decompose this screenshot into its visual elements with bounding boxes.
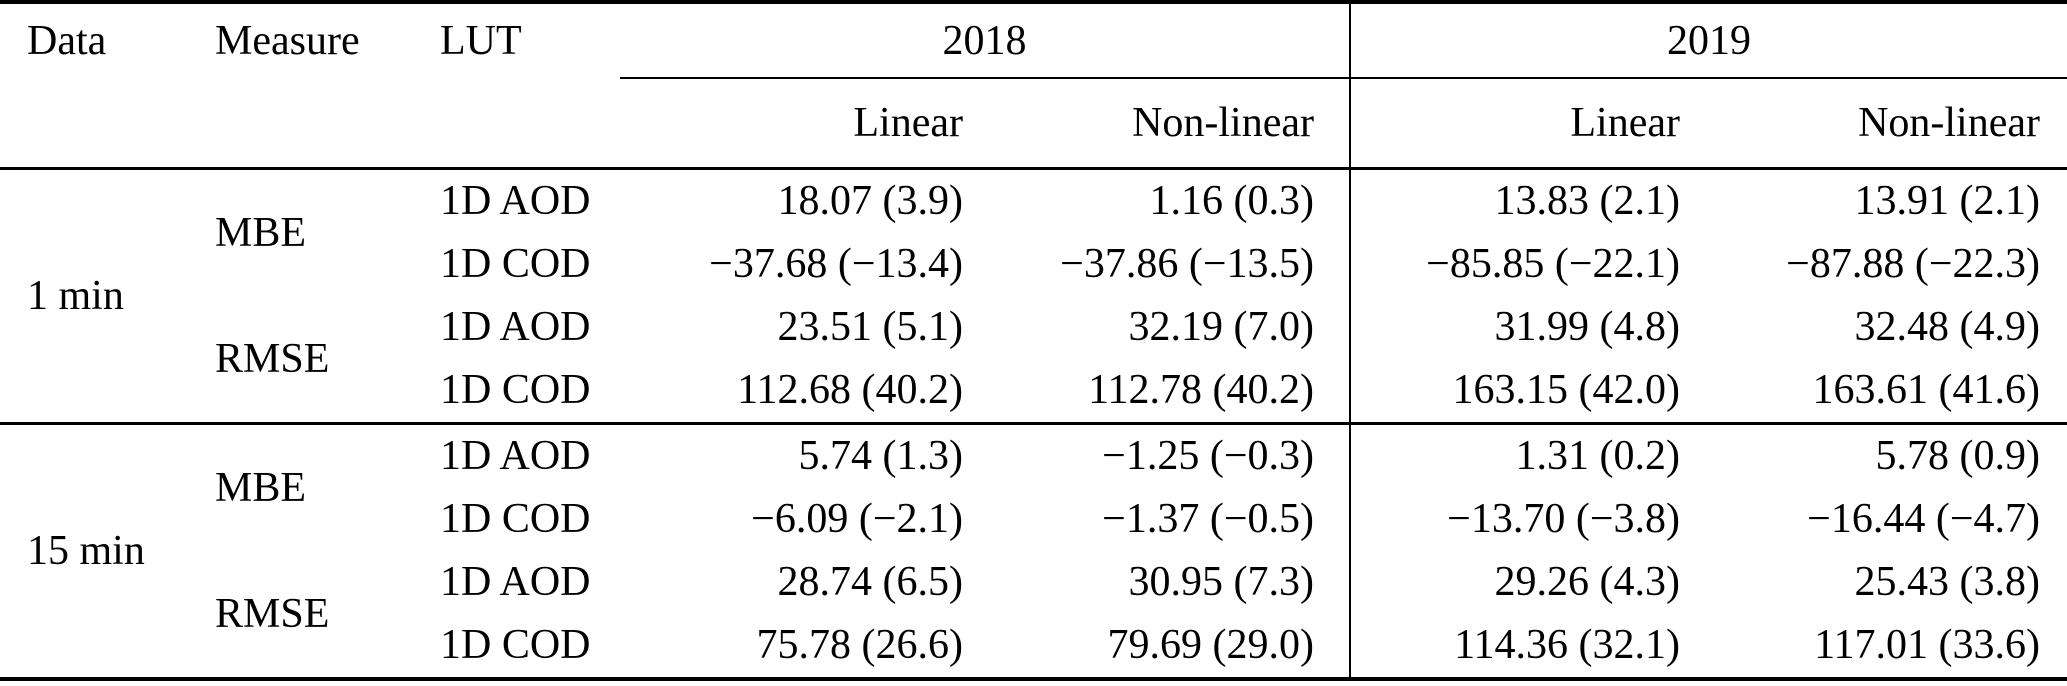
value-2018-nonlinear: 30.95 (7.3) bbox=[978, 550, 1351, 614]
column-header-measure: Measure bbox=[215, 18, 360, 64]
column-header-data: Data bbox=[27, 18, 107, 64]
value-2019-nonlinear: −87.88 (−22.3) bbox=[1786, 241, 2040, 287]
value-2018-nonlinear: 79.69 (29.0) bbox=[978, 613, 1351, 679]
value-2019-nonlinear: 117.01 (33.6) bbox=[1814, 622, 2040, 668]
column-header-lut: LUT bbox=[440, 18, 522, 64]
value-2018-linear: 75.78 (26.6) bbox=[756, 622, 963, 668]
subheader-2018-linear: Linear bbox=[853, 99, 963, 146]
table-row: 1D COD 75.78 (26.6) 79.69 (29.0) 114.36 … bbox=[0, 613, 2067, 679]
value-2019-nonlinear: 163.61 (41.6) bbox=[1812, 367, 2040, 413]
value-2018-nonlinear: −37.86 (−13.5) bbox=[978, 232, 1351, 296]
value-2019-linear: −85.85 (−22.1) bbox=[1426, 241, 1680, 287]
measure-label-mbe: MBE bbox=[215, 209, 307, 256]
value-2019-nonlinear: 25.43 (3.8) bbox=[1854, 559, 2040, 605]
table-row: 1D COD 112.68 (40.2) 112.78 (40.2) 163.1… bbox=[0, 358, 2067, 423]
table-row: RMSE 1D AOD 23.51 (5.1) 32.19 (7.0) 31.9… bbox=[0, 295, 2067, 382]
value-2018-linear: 28.74 (6.5) bbox=[777, 559, 963, 605]
value-2019-nonlinear: 32.48 (4.9) bbox=[1854, 304, 2040, 350]
value-2019-linear: 114.36 (32.1) bbox=[1454, 622, 1680, 668]
lut-label: 1D COD bbox=[440, 622, 591, 668]
table-row: 15 min MBE 1D AOD 5.74 (1.3) −1.25 (−0.3… bbox=[0, 423, 2067, 574]
value-2019-linear: 29.26 (4.3) bbox=[1494, 559, 1680, 605]
table-header: Data Measure LUT 2018 2019 Linear Non-li… bbox=[0, 2, 2067, 168]
value-2019-nonlinear: −16.44 (−4.7) bbox=[1807, 496, 2040, 542]
value-2019-linear: 1.31 (0.2) bbox=[1515, 433, 1680, 479]
year-group-2019: 2019 bbox=[1350, 2, 2067, 79]
value-2018-nonlinear: 32.19 (7.0) bbox=[978, 295, 1351, 359]
value-2018-linear: 23.51 (5.1) bbox=[777, 304, 963, 350]
value-2019-nonlinear: 5.78 (0.9) bbox=[1875, 433, 2040, 479]
value-2018-nonlinear: 1.16 (0.3) bbox=[978, 168, 1351, 233]
value-2018-linear: 112.68 (40.2) bbox=[737, 367, 963, 413]
value-2018-linear: 18.07 (3.9) bbox=[777, 178, 963, 224]
data-label-1min: 1 min bbox=[27, 272, 124, 319]
measure-label-mbe: MBE bbox=[215, 464, 307, 511]
year-group-2018: 2018 bbox=[620, 2, 1351, 79]
value-2018-nonlinear: 112.78 (40.2) bbox=[978, 358, 1351, 423]
value-2019-linear: 13.83 (2.1) bbox=[1494, 178, 1680, 224]
table-row: RMSE 1D AOD 28.74 (6.5) 30.95 (7.3) 29.2… bbox=[0, 550, 2067, 637]
section-1min: 1 min MBE 1D AOD 18.07 (3.9) 1.16 (0.3) … bbox=[0, 168, 2067, 423]
lut-label: 1D AOD bbox=[440, 304, 591, 350]
value-2018-nonlinear: −1.25 (−0.3) bbox=[978, 423, 1351, 488]
value-2019-linear: 31.99 (4.8) bbox=[1494, 304, 1680, 350]
value-2018-nonlinear: −1.37 (−0.5) bbox=[978, 487, 1351, 551]
subheader-2019-linear: Linear bbox=[1570, 99, 1680, 146]
value-2018-linear: −6.09 (−2.1) bbox=[751, 496, 963, 542]
section-15min: 15 min MBE 1D AOD 5.74 (1.3) −1.25 (−0.3… bbox=[0, 423, 2067, 679]
table-row: 1D COD −37.68 (−13.4) −37.86 (−13.5) −85… bbox=[0, 232, 2067, 296]
lut-label: 1D COD bbox=[440, 367, 591, 413]
value-2019-linear: −13.70 (−3.8) bbox=[1447, 496, 1680, 542]
subheader-2018-nonlinear: Non-linear bbox=[978, 78, 1351, 168]
lut-label: 1D AOD bbox=[440, 433, 591, 479]
lut-label: 1D AOD bbox=[440, 178, 591, 224]
lut-label: 1D COD bbox=[440, 496, 591, 542]
data-label-15min: 15 min bbox=[27, 527, 145, 574]
table-row: 1D COD −6.09 (−2.1) −1.37 (−0.5) −13.70 … bbox=[0, 487, 2067, 551]
subheader-2019-nonlinear: Non-linear bbox=[1858, 99, 2040, 146]
lut-label: 1D AOD bbox=[440, 559, 591, 605]
value-2018-linear: 5.74 (1.3) bbox=[798, 433, 963, 479]
value-2019-nonlinear: 13.91 (2.1) bbox=[1854, 178, 2040, 224]
value-2018-linear: −37.68 (−13.4) bbox=[709, 241, 963, 287]
table-row: 1 min MBE 1D AOD 18.07 (3.9) 1.16 (0.3) … bbox=[0, 168, 2067, 319]
lut-label: 1D COD bbox=[440, 241, 591, 287]
header-row-years: Data Measure LUT 2018 2019 bbox=[0, 2, 2067, 79]
measure-label-rmse: RMSE bbox=[215, 335, 330, 382]
value-2019-linear: 163.15 (42.0) bbox=[1452, 367, 1680, 413]
measure-label-rmse: RMSE bbox=[215, 590, 330, 637]
header-row-sublabels: Linear Non-linear Linear Non-linear bbox=[0, 78, 2067, 168]
